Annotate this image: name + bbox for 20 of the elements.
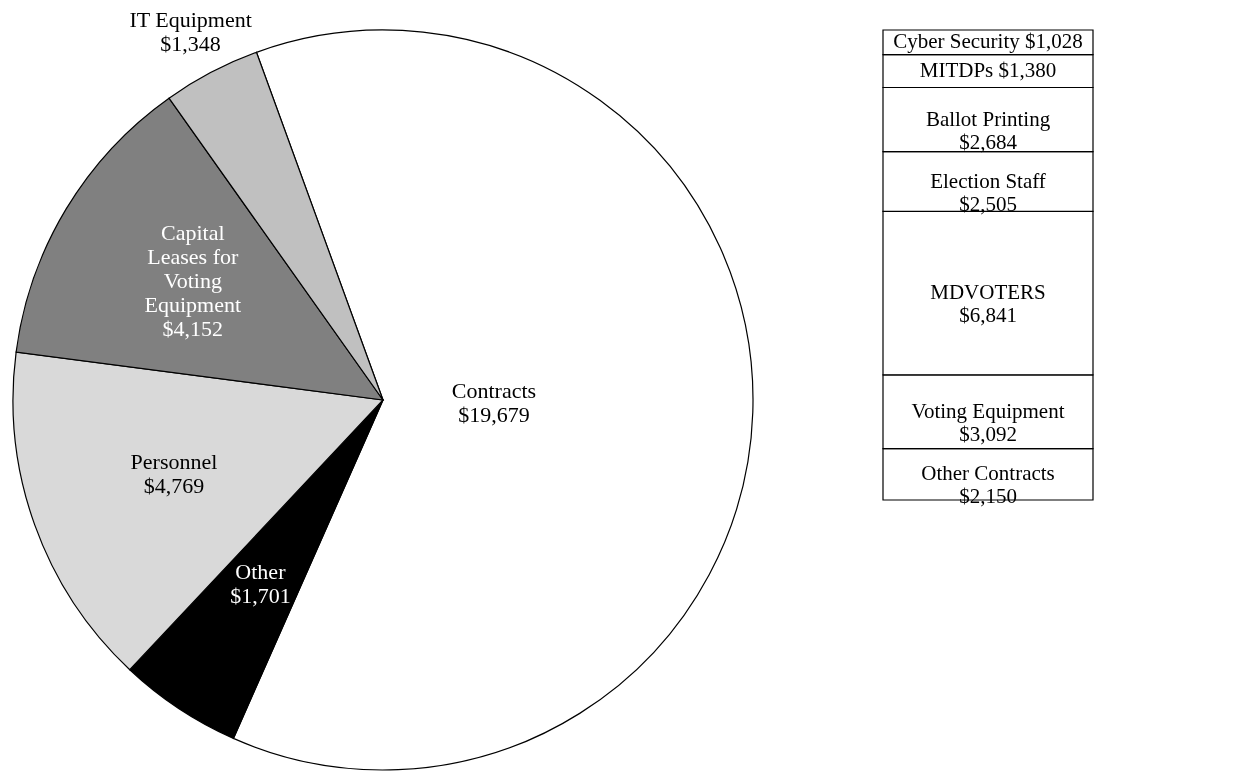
data-label: $2,150 (959, 484, 1017, 509)
data-label: $1,701 (230, 583, 291, 609)
data-label: $4,769 (143, 472, 205, 498)
series-label: Other Contracts (921, 461, 1055, 486)
data-label: $2,505 (959, 191, 1017, 216)
data-label: $4,152 (162, 316, 224, 342)
text: Cyber Security $1,028 (893, 29, 1083, 54)
series-label: Election Staff (930, 168, 1046, 193)
series-label: Voting Equipment (911, 398, 1065, 423)
slice-label: Other (235, 559, 287, 585)
series-label: Ballot Printing (925, 106, 1051, 131)
text: MITDPs $1,380 (919, 58, 1057, 83)
data-label: $19,679 (458, 401, 530, 427)
slice-label: Personnel (130, 448, 218, 474)
slice-label: IT Equipment (129, 6, 252, 32)
slice-label: Capital Leases for Voting Equipment (144, 220, 242, 318)
data-label: $2,684 (959, 129, 1018, 154)
series-label: MDVOTERS (930, 280, 1046, 305)
data-label: $6,841 (959, 303, 1017, 328)
slice-label: Contracts (451, 377, 537, 403)
